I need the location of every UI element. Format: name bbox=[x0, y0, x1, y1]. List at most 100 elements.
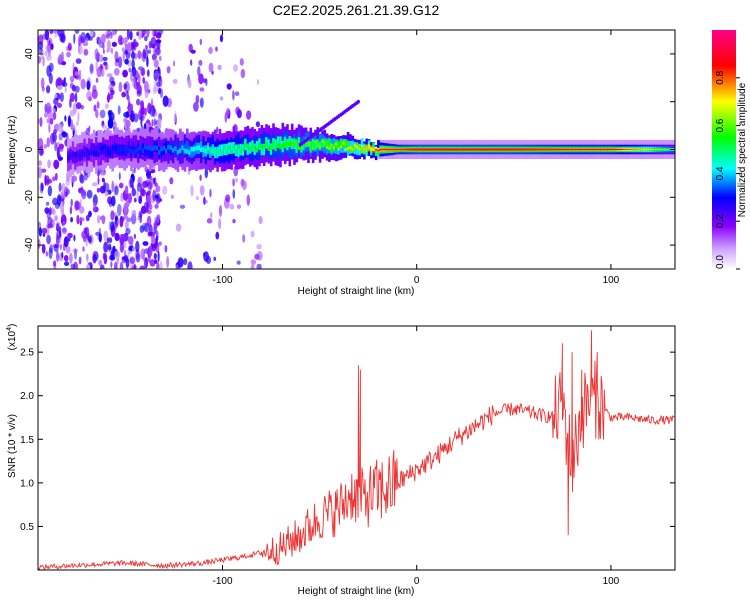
spectrogram-cell bbox=[199, 185, 205, 196]
spectrogram-cell bbox=[131, 209, 137, 217]
spectrogram-cell bbox=[505, 148, 508, 150]
spectrogram-cell bbox=[488, 148, 492, 150]
colorbar-ticks: 0.0 0.2 0.4 0.6 0.8 bbox=[715, 70, 740, 270]
spectrogram-cell bbox=[198, 59, 203, 66]
spectrogram-cell bbox=[260, 144, 264, 149]
spectrogram-cell bbox=[158, 150, 161, 155]
spectrogram-cell bbox=[58, 182, 62, 192]
snr-panel: -100 0 100 0.5 1.0 1.5 2.0 2.5 Height of strai… bbox=[6, 324, 676, 597]
spectrogram-cell bbox=[69, 98, 72, 108]
spectrogram-cell bbox=[332, 146, 336, 150]
spectrogram-cell bbox=[458, 148, 462, 150]
spectrogram-cell bbox=[337, 142, 341, 150]
spectrogram-cell bbox=[272, 140, 275, 146]
spectrogram-cell bbox=[612, 148, 616, 150]
spectrogram-cell bbox=[442, 148, 445, 150]
spectrogram-cell bbox=[85, 148, 89, 161]
spectrogram-cell bbox=[65, 246, 71, 254]
spectrogram-cell bbox=[81, 189, 87, 200]
spectrogram-cell bbox=[482, 148, 485, 150]
spectrogram-cell bbox=[38, 239, 41, 249]
spectrogram-cell bbox=[190, 146, 194, 152]
spectrogram-cell bbox=[69, 153, 73, 159]
spectrogram-cell bbox=[500, 148, 504, 150]
spectrogram-cell bbox=[626, 148, 629, 150]
spectrogram-cell bbox=[144, 107, 147, 116]
spectrogram-cell bbox=[48, 247, 53, 260]
spectrogram-cell bbox=[136, 189, 139, 199]
spectrogram-cell bbox=[174, 110, 177, 123]
spectrogram-y-tick-label: 20 bbox=[24, 96, 35, 108]
spectrogram-cell bbox=[244, 143, 247, 148]
spectrogram-cell bbox=[440, 148, 443, 150]
spectrogram-cell bbox=[540, 148, 543, 150]
spectrogram-cell bbox=[99, 264, 105, 269]
spectrogram-cell bbox=[297, 145, 301, 150]
spectrogram-cell bbox=[45, 44, 52, 53]
spectrogram-cell bbox=[226, 83, 232, 90]
spectrogram-cell bbox=[328, 146, 331, 150]
spectrogram-cell bbox=[50, 207, 55, 215]
spectrogram-cell bbox=[70, 263, 76, 269]
spectrogram-cell bbox=[339, 145, 343, 149]
spectrogram-cell bbox=[96, 187, 101, 193]
spectrogram-cell bbox=[254, 253, 260, 260]
spectrogram-cell bbox=[230, 142, 233, 154]
spectrogram-cell bbox=[61, 81, 68, 88]
spectrogram-cell bbox=[52, 112, 57, 120]
spectrogram-cell bbox=[122, 51, 125, 62]
spectrogram-cell bbox=[138, 210, 143, 218]
spectrogram-cell bbox=[148, 145, 152, 151]
spectrogram-cell bbox=[108, 199, 113, 208]
spectrogram-cell bbox=[125, 145, 128, 157]
spectrogram-cell bbox=[297, 137, 301, 148]
spectrogram-cell bbox=[136, 98, 141, 106]
spectrogram-cell bbox=[237, 144, 240, 149]
spectrogram-cell bbox=[67, 155, 70, 160]
spectrogram-cell bbox=[127, 42, 132, 54]
spectrogram-cell bbox=[419, 148, 422, 150]
spectrogram-cell bbox=[295, 142, 299, 154]
spectrogram-cell bbox=[199, 97, 204, 108]
spectrogram-cell bbox=[232, 178, 235, 187]
spectrogram-cell bbox=[274, 139, 278, 151]
spectrogram-x-label: Height of straight line (km) bbox=[298, 286, 415, 297]
spectrogram-cell bbox=[166, 66, 171, 74]
spectrogram-cell bbox=[624, 148, 627, 150]
chart-title: C2E2.2025.261.21.39.G12 bbox=[273, 2, 440, 18]
spectrogram-cell bbox=[57, 124, 64, 133]
spectrogram-cell bbox=[563, 148, 567, 150]
spectrogram-cell bbox=[98, 36, 102, 48]
spectrogram-cell bbox=[114, 250, 120, 260]
spectrogram-cell bbox=[53, 262, 57, 269]
spectrogram-cell bbox=[262, 143, 266, 156]
spectrogram-cell bbox=[155, 185, 161, 193]
spectrogram-cell bbox=[325, 145, 329, 150]
colorbar-label: Normalized spectral amplitude bbox=[737, 82, 748, 217]
spectrogram-cell bbox=[414, 148, 417, 150]
spectrogram-cell bbox=[114, 185, 119, 196]
spectrogram-cell bbox=[246, 194, 250, 206]
spectrogram-cell bbox=[262, 144, 266, 150]
spectrogram-cell bbox=[302, 140, 306, 151]
spectrogram-cell bbox=[75, 102, 82, 110]
spectrogram-cell bbox=[351, 147, 355, 151]
spectrogram-cell bbox=[137, 50, 142, 60]
spectrogram-cell bbox=[188, 150, 191, 155]
spectrogram-cell bbox=[265, 141, 268, 147]
spectrogram-cell bbox=[78, 69, 82, 82]
spectrogram-cell bbox=[123, 215, 129, 220]
spectrogram-cell bbox=[220, 144, 224, 156]
spectrogram-cell bbox=[46, 118, 50, 124]
spectrogram-cell bbox=[190, 184, 194, 197]
spectrogram-cell bbox=[69, 109, 75, 117]
spectrogram-cell bbox=[69, 252, 73, 264]
spectrogram-cell bbox=[62, 227, 67, 234]
spectrogram-y-label: Frequency (Hz) bbox=[7, 116, 18, 185]
spectrogram-cell bbox=[45, 102, 52, 114]
spectrogram-cell bbox=[88, 210, 92, 218]
spectrogram-cell bbox=[568, 148, 571, 150]
spectrogram-cell bbox=[110, 221, 115, 232]
spectrogram-cell bbox=[74, 30, 80, 34]
spectrogram-cell bbox=[407, 148, 410, 150]
